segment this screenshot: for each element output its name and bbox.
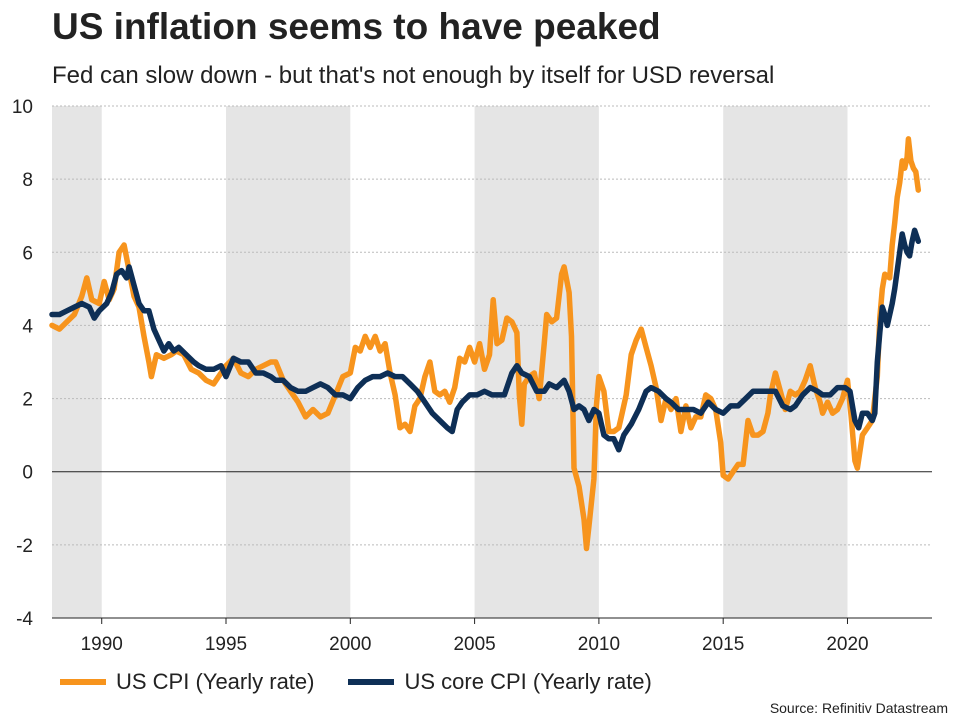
chart-title: US inflation seems to have peaked bbox=[52, 6, 661, 47]
legend-label-cpi: US CPI (Yearly rate) bbox=[116, 669, 315, 694]
series-line-core bbox=[49, 227, 922, 453]
y-tick-label: 10 bbox=[12, 97, 33, 118]
chart-subtitle: Fed can slow down - but that's not enoug… bbox=[52, 62, 775, 89]
shaded-period-0 bbox=[52, 106, 102, 618]
x-tick-label: 1995 bbox=[205, 634, 247, 655]
x-tick-label: 2015 bbox=[702, 634, 744, 655]
y-tick-label: -4 bbox=[16, 609, 33, 630]
axes bbox=[52, 617, 932, 624]
gridlines bbox=[52, 105, 932, 619]
y-tick-label: 8 bbox=[22, 170, 33, 191]
legend-label-core: US core CPI (Yearly rate) bbox=[404, 669, 652, 694]
legend-swatch-core bbox=[348, 679, 395, 685]
shaded-period-2 bbox=[474, 106, 599, 618]
x-tick-label: 2020 bbox=[826, 634, 868, 655]
x-tick-label: 1990 bbox=[81, 634, 123, 655]
x-tick-label: 2010 bbox=[578, 634, 620, 655]
x-tick-label: 2005 bbox=[453, 634, 495, 655]
y-tick-label: 2 bbox=[22, 390, 33, 411]
shaded-period-3 bbox=[723, 106, 848, 618]
y-axis-tick-labels: -4 -2 0 2 4 6 8 10 bbox=[12, 97, 34, 630]
y-tick-label: 4 bbox=[22, 316, 33, 337]
y-tick-label: -2 bbox=[16, 536, 33, 557]
source-note: Source: Refinitiv Datastream bbox=[769, 700, 948, 716]
y-tick-label: 0 bbox=[22, 463, 33, 484]
y-tick-label: 6 bbox=[22, 243, 33, 264]
legend-swatch-cpi bbox=[60, 679, 106, 685]
legend-item-core: US core CPI (Yearly rate) bbox=[348, 669, 652, 695]
legend-item-cpi: US CPI (Yearly rate) bbox=[60, 669, 314, 695]
legend: US CPI (Yearly rate) US core CPI (Yearly… bbox=[60, 668, 686, 696]
shaded-periods bbox=[52, 106, 848, 618]
x-tick-label: 2000 bbox=[329, 634, 371, 655]
x-axis-tick-labels: 1990 1995 2000 2005 2010 2015 2020 bbox=[81, 634, 869, 655]
series-lines bbox=[49, 136, 922, 552]
